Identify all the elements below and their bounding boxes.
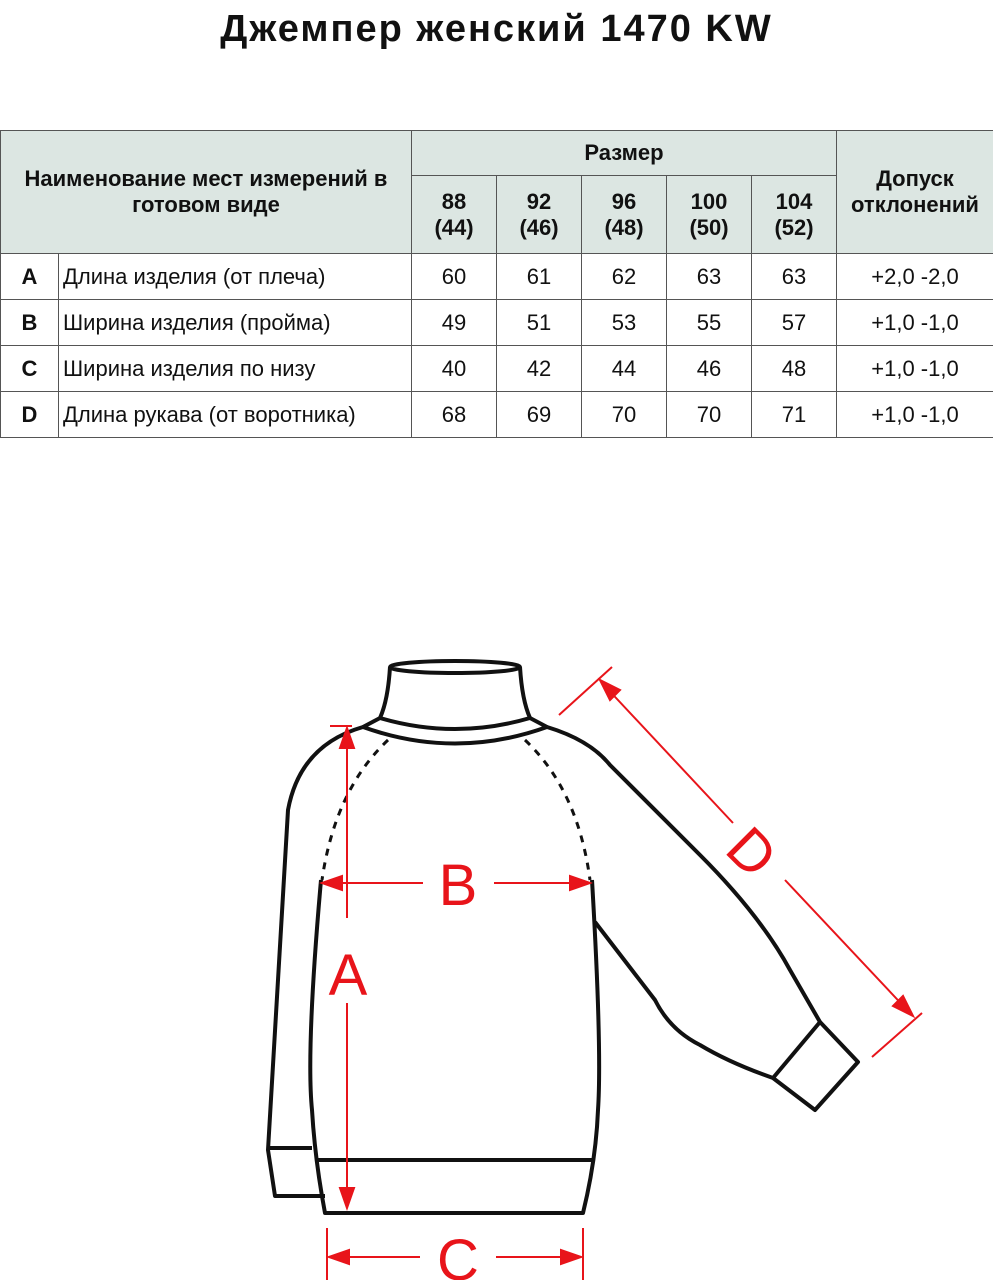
size-alt-value: (50) [689, 214, 729, 240]
row-value: 46 [666, 345, 752, 392]
row-tolerance: +1,0 -1,0 [836, 391, 993, 438]
collar-top [388, 659, 522, 675]
table-row: C Ширина изделия по низу 40 42 44 46 48 +1,0 -1… [0, 345, 993, 392]
size-alt-value: (44) [434, 214, 474, 240]
size-value: 88 [441, 188, 467, 214]
table-row: D Длина рукава (от воротника) 68 69 70 70 71 +1… [0, 391, 993, 438]
row-name: Длина изделия (от плеча) [58, 253, 412, 300]
row-value: 69 [496, 391, 582, 438]
row-name: Длина рукава (от воротника) [58, 391, 412, 438]
row-value: 63 [666, 253, 752, 300]
row-value: 42 [496, 345, 582, 392]
right-raglan-seam [523, 738, 592, 881]
size-column-header: 104 (52) [751, 175, 837, 254]
size-value: 96 [611, 188, 637, 214]
collar [378, 666, 532, 731]
header-size: Размер [411, 130, 837, 176]
page-title: Джемпер женский 1470 KW [220, 8, 773, 50]
size-column-header: 88 (44) [411, 175, 497, 254]
label-c: C [437, 1228, 479, 1280]
left-raglan-seam [320, 738, 390, 881]
row-value: 70 [666, 391, 752, 438]
row-value: 63 [751, 253, 837, 300]
size-alt-value: (46) [519, 214, 559, 240]
body [308, 879, 602, 1215]
row-value: 53 [581, 299, 667, 346]
header-tolerance: Допуск отклонений [836, 130, 993, 254]
size-value: 100 [690, 188, 728, 214]
row-value: 61 [496, 253, 582, 300]
row-value: 55 [666, 299, 752, 346]
row-value: 71 [751, 391, 837, 438]
row-value: 40 [411, 345, 497, 392]
neckband [362, 716, 548, 746]
size-alt-value: (48) [604, 214, 644, 240]
label-a: A [329, 943, 368, 1008]
label-b: B [439, 853, 478, 918]
size-value: 92 [526, 188, 552, 214]
header-measurement-name: Наименование мест измерений в готовом ви… [0, 130, 412, 254]
size-table: Наименование мест измерений в готовом ви… [0, 130, 993, 438]
row-tolerance: +2,0 -2,0 [836, 253, 993, 300]
row-value: 62 [581, 253, 667, 300]
row-value: 57 [751, 299, 837, 346]
row-value: 44 [581, 345, 667, 392]
right-cuff [771, 1020, 822, 1080]
size-alt-value: (52) [774, 214, 814, 240]
table-row: A Длина изделия (от плеча) 60 61 62 63 63 +2,0 … [0, 253, 993, 300]
row-value: 70 [581, 391, 667, 438]
row-name: Ширина изделия по низу [58, 345, 412, 392]
right-sleeve [546, 725, 860, 1112]
row-value: 68 [411, 391, 497, 438]
row-value: 60 [411, 253, 497, 300]
row-letter: A [0, 253, 59, 300]
row-letter: D [0, 391, 59, 438]
row-letter: B [0, 299, 59, 346]
row-value: 48 [751, 345, 837, 392]
size-value: 104 [775, 188, 813, 214]
size-column-header: 92 (46) [496, 175, 582, 254]
